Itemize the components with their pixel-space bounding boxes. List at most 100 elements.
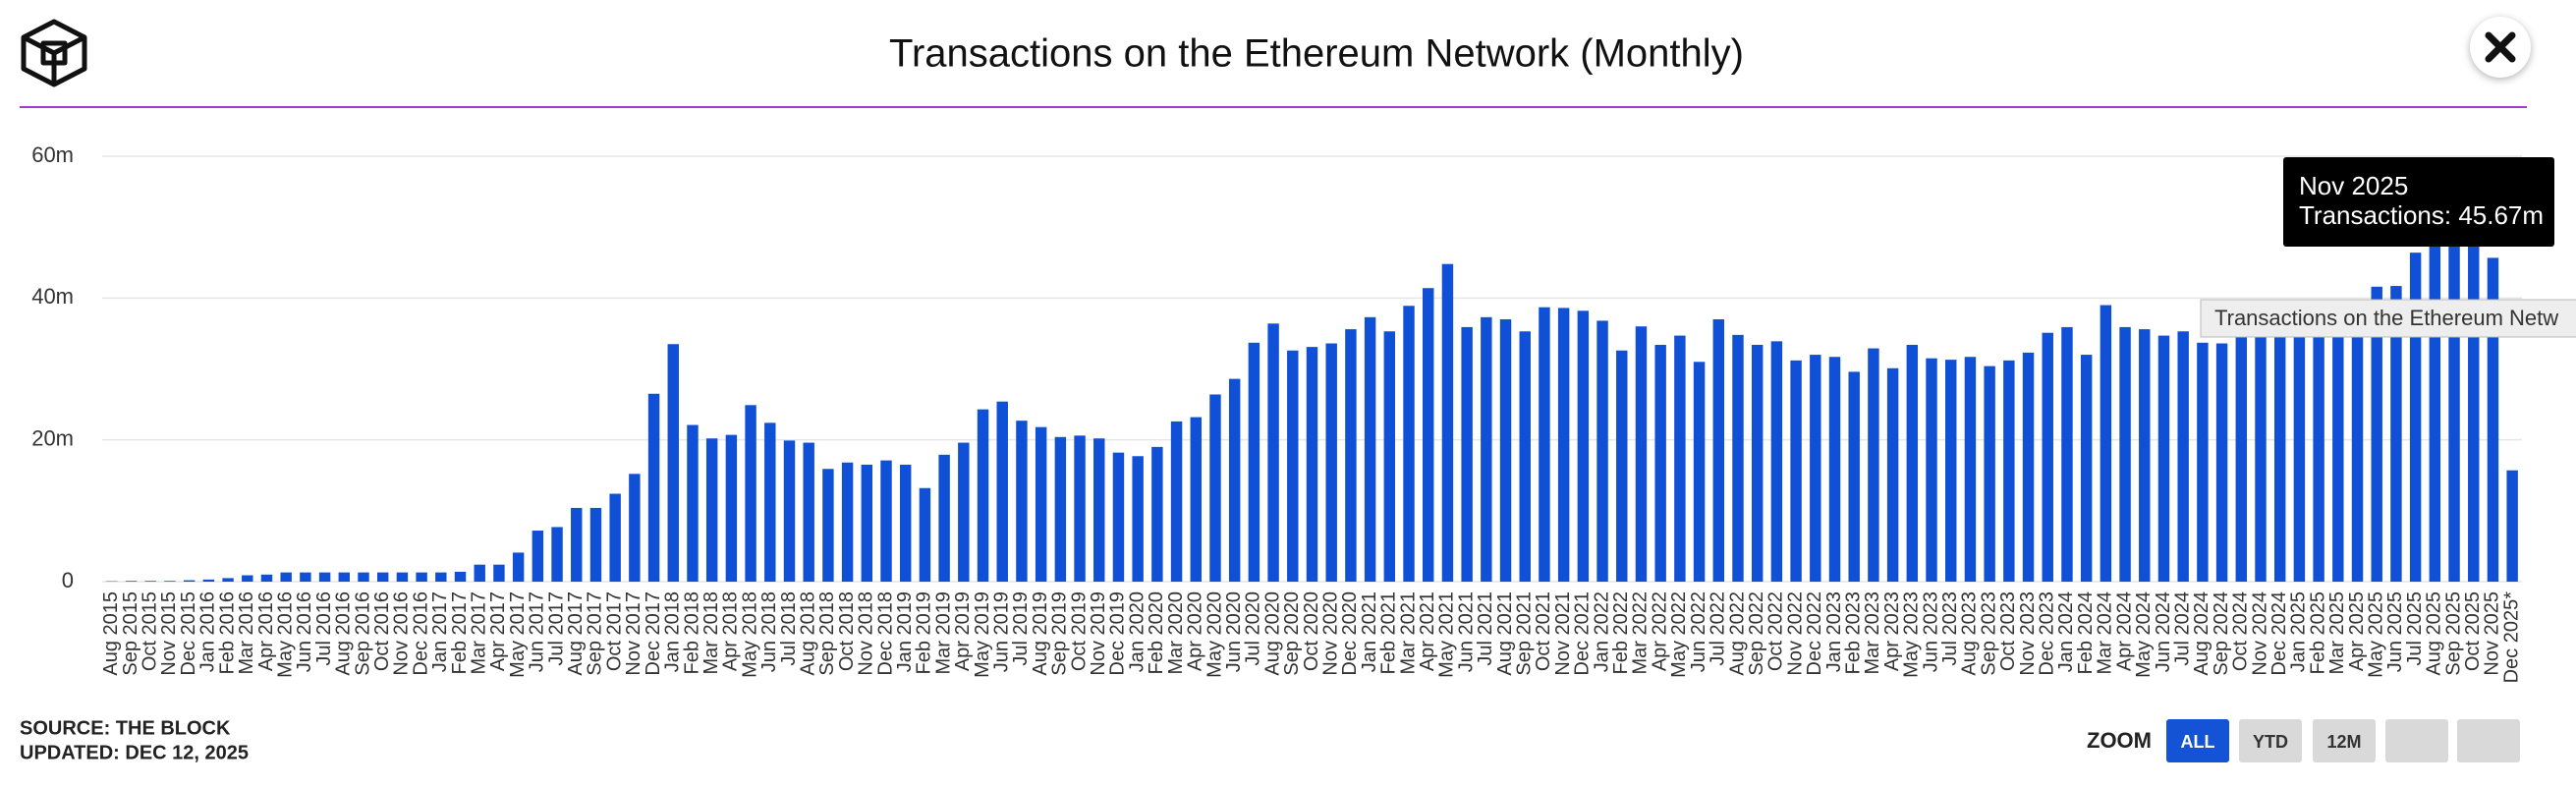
- y-tick-label: 40m: [31, 284, 74, 309]
- x-tick-label: Oct 2015: [140, 591, 161, 671]
- x-tick-label: Nov 2021: [1552, 591, 1574, 676]
- zoom-button[interactable]: [2313, 719, 2376, 762]
- x-tick-label: Apr 2024: [2113, 591, 2135, 671]
- x-tick-label: Aug 2018: [797, 591, 818, 676]
- bar: [454, 571, 467, 582]
- close-button[interactable]: [2470, 17, 2531, 78]
- bar: [376, 572, 389, 582]
- x-tick-label: May 2023: [1901, 591, 1923, 678]
- x-tick-label: Apr 2020: [1185, 591, 1206, 671]
- bar: [2255, 329, 2267, 582]
- chart-title: Transactions on the Ethereum Network (Mo…: [889, 32, 1744, 76]
- bar: [1190, 417, 1202, 582]
- bar: [358, 572, 369, 582]
- x-tick-label: Jul 2025: [2404, 591, 2426, 666]
- bar: [260, 574, 273, 582]
- bar: [803, 442, 814, 582]
- bar: [1828, 357, 1841, 582]
- bar: [1228, 378, 1241, 582]
- x-tick-label: Oct 2020: [1301, 591, 1322, 671]
- bar: [1577, 310, 1590, 582]
- x-tick-label: Apr 2023: [1881, 591, 1903, 671]
- x-tick-label: Nov 2015: [158, 591, 180, 676]
- x-tick-label: Dec 2022: [1804, 591, 1825, 676]
- bar: [2235, 333, 2248, 582]
- x-tick-label: Oct 2016: [371, 591, 393, 671]
- x-tick-label: Jul 2018: [778, 591, 800, 666]
- bar: [1886, 367, 1899, 582]
- x-tick-label: Mar 2022: [1630, 591, 1652, 675]
- x-tick-label: Mar 2024: [2095, 591, 2116, 675]
- bar: [1074, 435, 1086, 582]
- bar: [164, 581, 176, 582]
- zoom-button[interactable]: [2385, 719, 2448, 762]
- bar: [647, 393, 660, 582]
- x-tick-label: Feb 2022: [1610, 591, 1632, 675]
- bar: [919, 487, 931, 582]
- x-tick-label: Jun 2023: [1920, 591, 1941, 672]
- x-tick-label: Feb 2017: [449, 591, 471, 675]
- x-tick-label: Sep 2015: [120, 591, 141, 676]
- bar: [280, 572, 292, 582]
- x-tick-label: Dec 2019: [1107, 591, 1129, 676]
- bar: [861, 464, 873, 582]
- tooltip-title: Nov 2025: [2299, 171, 2408, 200]
- bar: [958, 442, 970, 582]
- bar: [1654, 344, 1666, 582]
- bar: [2157, 335, 2170, 582]
- x-tick-label: Feb 2025: [2307, 591, 2328, 675]
- x-tick-label: Nov 2019: [1088, 591, 1109, 676]
- x-tick-label: Dec 2025*: [2500, 591, 2522, 684]
- tooltip: Nov 2025 Transactions: 45.67m: [2283, 157, 2554, 247]
- zoom-button[interactable]: [2239, 719, 2302, 762]
- zoom-button[interactable]: [2457, 719, 2520, 762]
- x-tick-label: Feb 2021: [1378, 591, 1400, 675]
- x-tick-label: Sep 2017: [585, 591, 606, 676]
- bar: [629, 474, 641, 582]
- hover-title-text: Transactions on the Ethereum Netw: [2214, 306, 2558, 330]
- bar: [880, 460, 892, 582]
- bar: [493, 564, 505, 582]
- bar: [1248, 342, 1260, 582]
- x-tick-label: Dec 2015: [178, 591, 199, 676]
- x-tick-label: Apr 2017: [487, 591, 509, 671]
- x-tick-label: May 2016: [274, 591, 296, 678]
- x-tick-label: Nov 2016: [391, 591, 413, 676]
- x-tick-label: Jun 2019: [991, 591, 1013, 672]
- x-tick-label: Sep 2018: [816, 591, 838, 676]
- bar: [1035, 426, 1047, 582]
- x-tick-label: Mar 2021: [1397, 591, 1419, 675]
- bar: [1403, 306, 1415, 582]
- bar: [2100, 305, 2112, 582]
- bar: [1984, 366, 1995, 582]
- x-tick-label: May 2022: [1668, 591, 1690, 678]
- bar: [242, 575, 253, 582]
- x-tick-label: Jul 2023: [1939, 591, 1961, 666]
- zoom-button[interactable]: [2166, 719, 2229, 762]
- x-tick-label: Jan 2016: [197, 591, 219, 672]
- x-tick-label: Aug 2019: [1030, 591, 1051, 676]
- x-tick-label: Jun 2025: [2384, 591, 2406, 672]
- logo: [21, 19, 87, 87]
- x-tick-label: Jan 2025: [2288, 591, 2310, 672]
- x-tick-label: Nov 2023: [2017, 591, 2039, 676]
- bar: [1054, 436, 1067, 582]
- x-tick-label: Mar 2020: [1165, 591, 1187, 675]
- zoom-button-label: 12M: [2326, 732, 2361, 752]
- bar: [338, 572, 351, 582]
- bar: [1132, 456, 1144, 582]
- x-tick-label: Aug 2025: [2424, 591, 2445, 676]
- bar: [2351, 318, 2364, 582]
- x-tick-label: Feb 2018: [681, 591, 702, 675]
- bar: [1499, 318, 1512, 582]
- x-tick-label: Dec 2020: [1339, 591, 1361, 676]
- x-tick-label: Mar 2019: [932, 591, 954, 675]
- bar: [2313, 333, 2324, 582]
- bar: [2177, 331, 2189, 582]
- bar: [705, 438, 718, 582]
- x-tick-label: Dec 2017: [643, 591, 664, 676]
- x-tick-label: Sep 2022: [1746, 591, 1767, 676]
- x-tick-label: Sep 2024: [2211, 591, 2232, 676]
- x-tick-label: Sep 2025: [2442, 591, 2464, 676]
